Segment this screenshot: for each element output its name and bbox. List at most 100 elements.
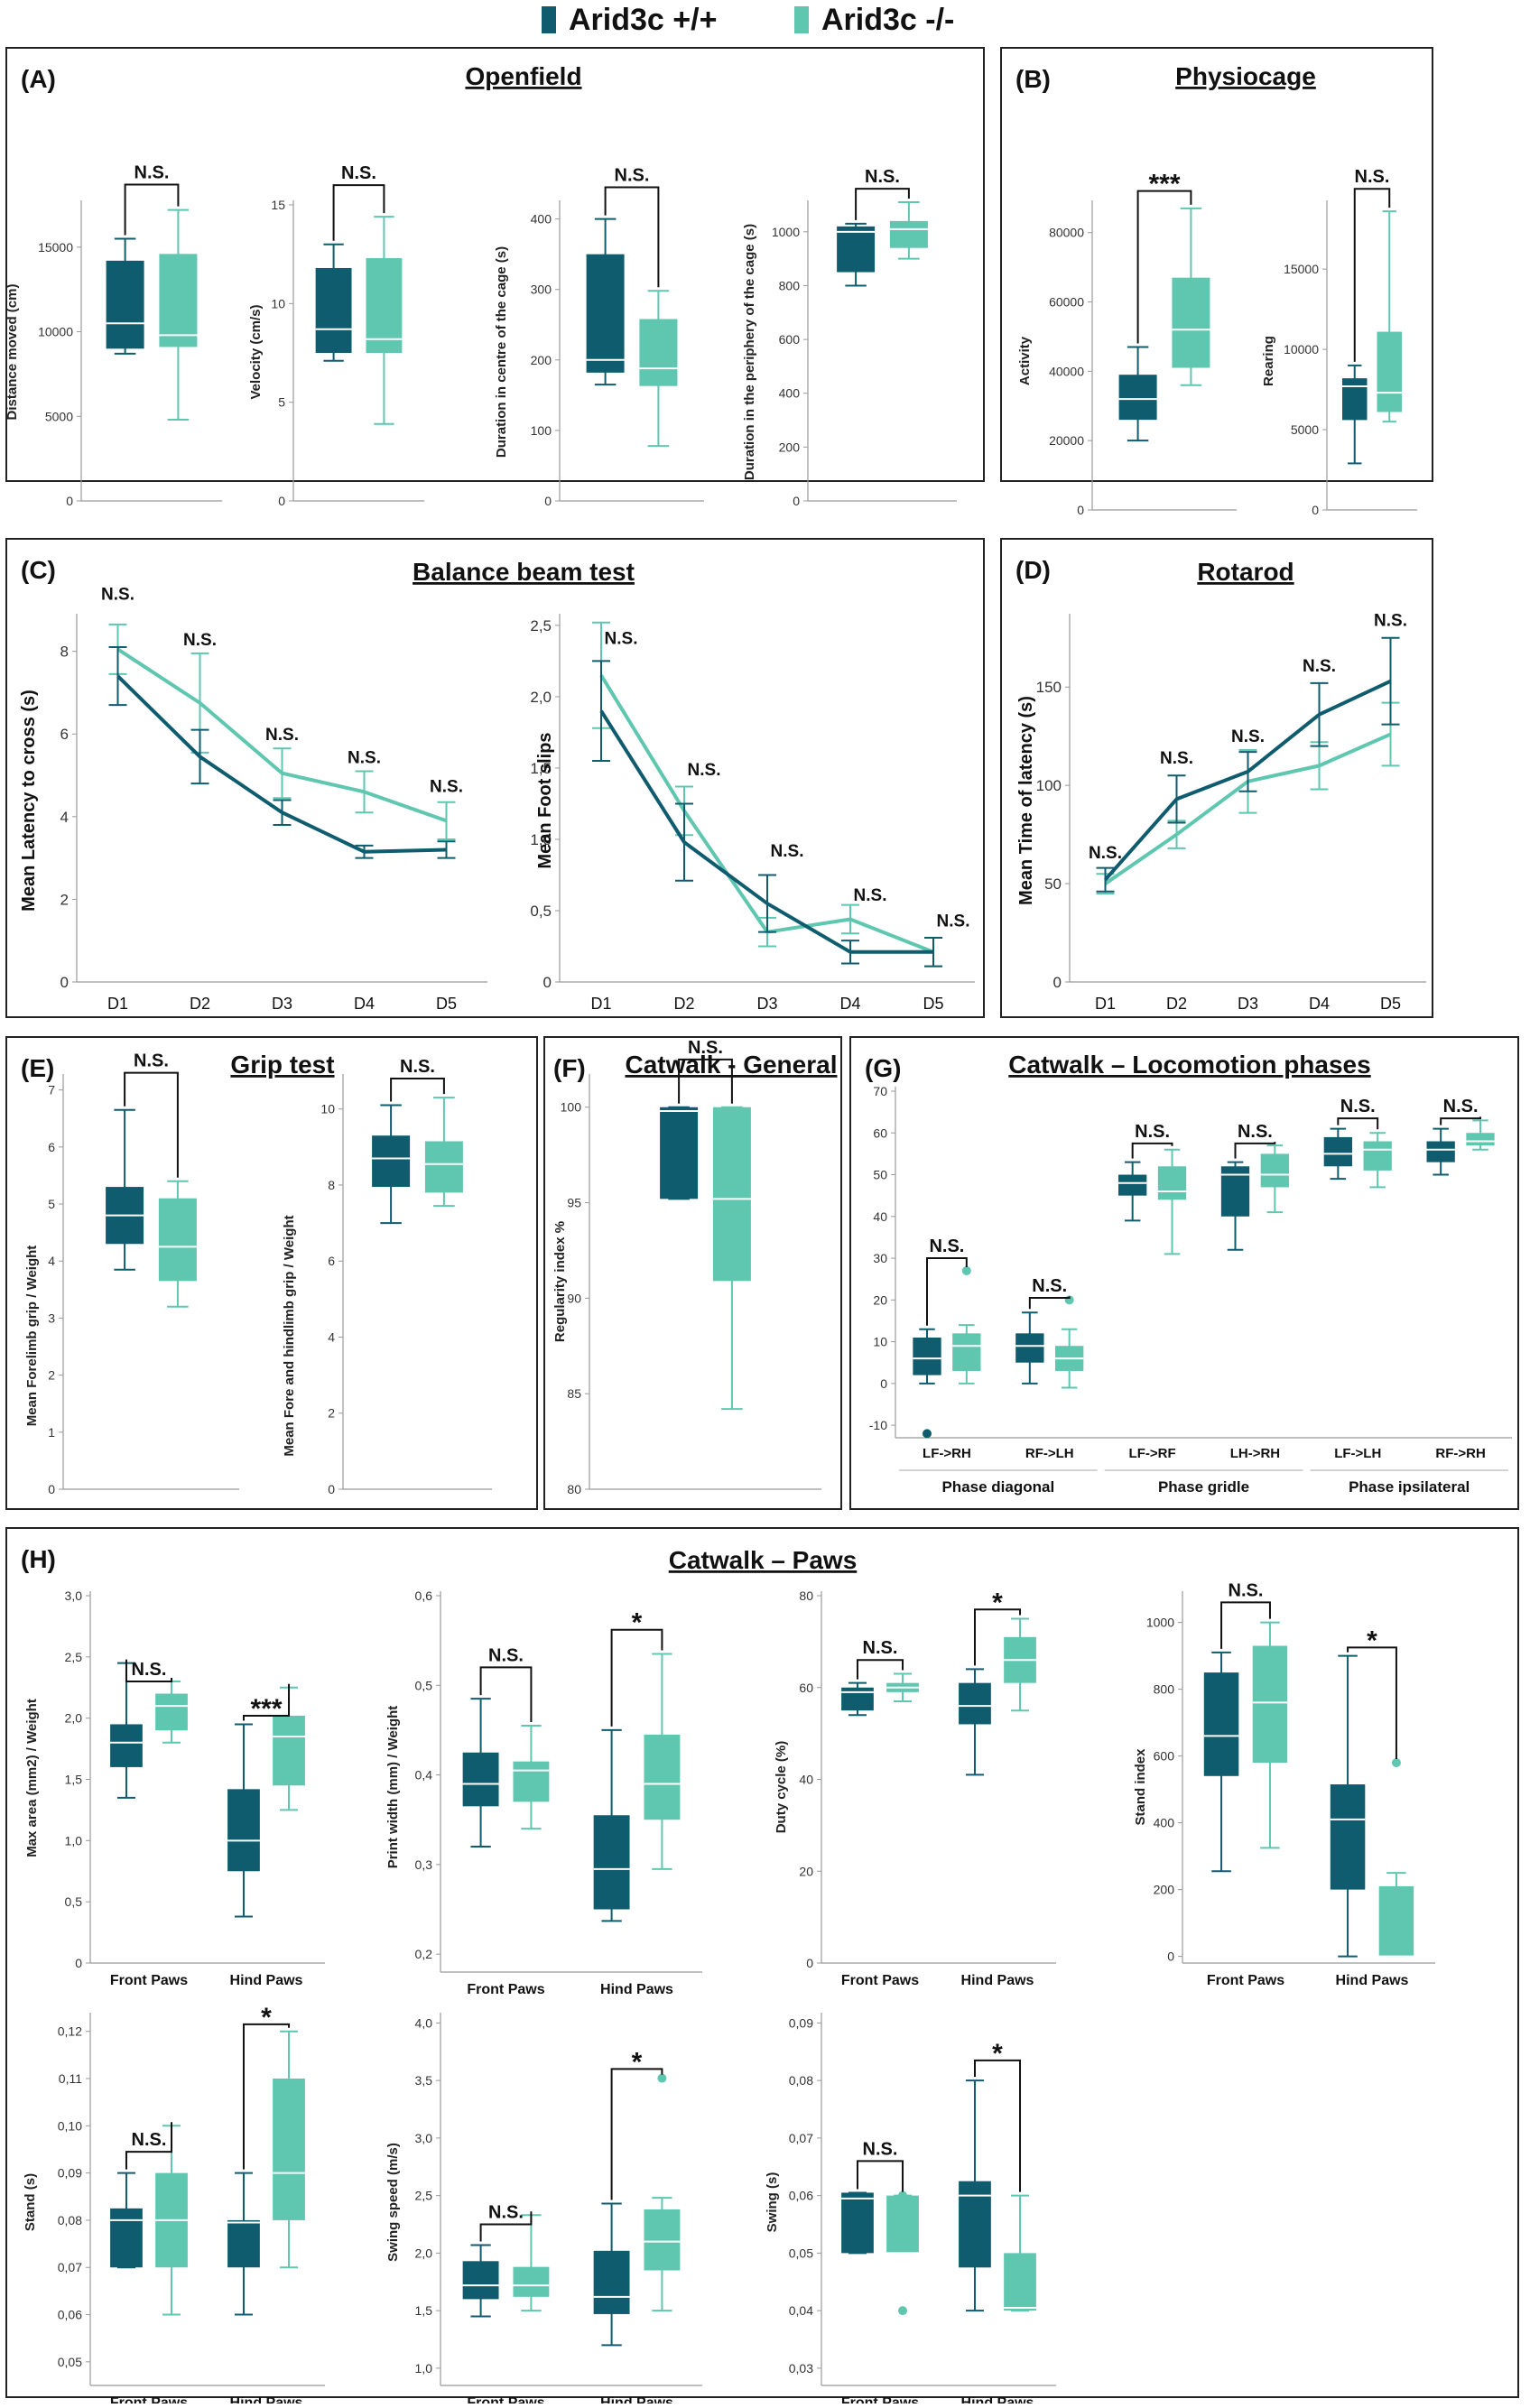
A4-box-0-0 [837,226,876,273]
C2-ytick-label-4: 2,0 [530,689,552,706]
H1-ytick-label-1: 0,5 [65,1894,83,1909]
H3-ylabel: Duty cycle (%) [774,1741,789,1834]
H7-sig-label-1: * [992,2039,1003,2069]
H7-outlier-0-1-0 [898,2190,908,2200]
panel-letter-D: (D) [1015,556,1051,584]
A1-box-0-1 [159,254,198,347]
H2-ytick-label-3: 0,5 [415,1678,433,1692]
A4-ylabel: Duration in the periphery of the cage (s… [742,224,757,480]
panel-letter-F: (F) [553,1054,586,1082]
F1-ylabel: Regularity index % [552,1221,568,1342]
C2-xtick-label-4: D5 [923,995,943,1013]
H7-ytick-label-2: 0,05 [789,2246,813,2260]
H1-ytick-label-4: 2,0 [65,1711,83,1726]
B2-ytick-label-3: 15000 [1284,262,1319,276]
C1-ytick-label-4: 8 [60,644,69,661]
B1-box-0-0 [1118,375,1157,421]
G1-box-0-0 [913,1337,941,1375]
G1-box-2-1 [1157,1166,1187,1200]
H6-box-1-1 [644,2209,681,2271]
H7-ylabel: Swing (s) [765,2172,780,2233]
H5-ytick-label-4: 0,09 [58,2166,82,2181]
H5-category-1: Hind Paws [230,2395,303,2403]
B2-ytick-label-1: 5000 [1291,422,1319,437]
A2-ytick-label-3: 15 [271,198,285,212]
panel-letter-C: (C) [21,556,56,584]
C1-series-line-1 [116,647,448,823]
H6-ytick-label-1: 1,5 [415,2303,433,2318]
C1-xtick-label-0: D1 [107,995,128,1013]
panel-letter-A: (A) [21,65,56,93]
C2-xtick-label-0: D1 [590,995,611,1013]
panel-title-H: Catwalk – Paws [669,1546,858,1574]
A4-box-0-1 [889,220,928,248]
H3-sig-bracket-0 [856,1659,904,1680]
H7-category-1: Hind Paws [961,2395,1034,2403]
A3-box-0-0 [586,254,625,373]
F1-sig-label-0: N.S. [688,1038,723,1058]
A2-ytick-label-0: 0 [278,494,285,508]
H2-sig-bracket-1 [610,1628,663,1727]
F1-box-0-1 [712,1107,751,1282]
C1-ytick-label-0: 0 [60,974,69,991]
H5-ytick-label-5: 0,10 [58,2118,82,2133]
H7-ytick-label-0: 0,03 [789,2361,813,2376]
G1-ytick-label-1: 0 [880,1376,887,1391]
G1-ytick-label-0: -10 [869,1418,887,1432]
H1-box-0-1 [155,1693,188,1731]
panel-frame-F [543,1036,842,1510]
A4-ytick-label-5: 1000 [772,225,800,239]
panel-title-E: Grip test [230,1051,334,1079]
legend-swatch-0 [542,6,556,33]
G1-category-5: RF->RH [1435,1446,1485,1461]
G1-category-2: LF->RF [1129,1446,1176,1461]
panel-frame-C [5,538,985,1018]
A4-ytick-label-1: 200 [779,440,801,454]
H7-box-1-0 [959,2181,991,2268]
H1-box-0-0 [110,1724,143,1767]
C1-xtick-label-2: D3 [272,995,292,1013]
H2-sig-bracket-0 [479,1666,533,1722]
G1-group-label-2: Phase ipsilateral [1349,1478,1470,1496]
C1-xtick-label-4: D5 [436,995,457,1013]
B2-ytick-label-0: 0 [1312,503,1319,517]
H4-box-0-1 [1252,1645,1288,1763]
H4-ylabel: Stand index [1133,1748,1148,1826]
F1-ytick-label-3: 95 [567,1196,581,1210]
panel-frame-D [1000,538,1433,1018]
H7-box-0-0 [841,2192,874,2254]
A2-box-0-1 [366,258,403,353]
C2-annotation-4: N.S. [937,912,970,931]
H4-box-0-0 [1203,1672,1239,1776]
A4-ytick-label-0: 0 [793,494,800,508]
panel-title-B: Physiocage [1175,62,1316,90]
C1-annotation-0: N.S. [101,585,134,604]
F1-ytick-label-1: 85 [567,1386,581,1401]
panel-frame-E [5,1036,538,1510]
H4-ytick-label-3: 600 [1154,1749,1175,1764]
G1-box-5-0 [1426,1141,1455,1162]
G1-group-label-1: Phase gridle [1158,1478,1249,1496]
G1-category-1: RF->LH [1025,1446,1074,1461]
A2-sig-label-0: N.S. [341,163,376,183]
G1-outlier-0-0-0 [923,1429,932,1439]
G1-box-4-0 [1323,1136,1352,1167]
H3-category-1: Hind Paws [961,1973,1034,1988]
panel-frame-G [849,1036,1519,1510]
H2-ylabel: Print width (mm) / Weight [385,1706,401,1869]
H6-ytick-label-6: 4,0 [415,2015,433,2030]
E2-sig-bracket-0 [390,1078,445,1102]
G1-sig-bracket-4 [1337,1117,1379,1130]
A3-sig-label-0: N.S. [615,165,650,185]
H5-ytick-label-0: 0,05 [58,2355,82,2369]
E2-ytick-label-3: 6 [328,1254,335,1268]
B2-sig-label-0: N.S. [1355,167,1390,187]
H6-ytick-label-3: 2,5 [415,2189,433,2203]
H5-sig-bracket-0 [125,2122,173,2170]
C1-annotation-1: N.S. [183,631,217,650]
H6-ytick-label-0: 1,0 [415,2361,433,2376]
A2-ylabel: Velocity (cm/s) [248,304,264,399]
H5-box-1-0 [227,2219,260,2268]
H4-ytick-label-4: 800 [1154,1682,1175,1697]
